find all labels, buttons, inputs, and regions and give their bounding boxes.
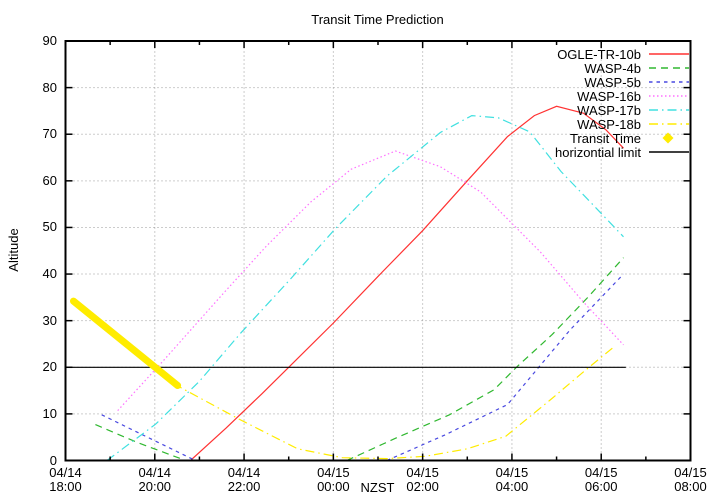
legend-item-limit: horizontial limit	[555, 144, 690, 160]
legend-line-swatch-wasp16b	[648, 89, 690, 103]
series-line-wasp5b	[386, 273, 624, 461]
x-tick-time: 20:00	[138, 479, 172, 494]
x-tick-label: 04/15 08:00	[656, 466, 720, 494]
series-line-wasp4b	[346, 257, 624, 461]
y-tick-label: 10	[42, 405, 57, 421]
x-tick-date: 04/15	[406, 465, 439, 480]
series-line-wasp16b	[117, 150, 624, 412]
series-group	[70, 105, 626, 461]
legend-line-swatch-limit	[648, 145, 690, 159]
series-line-wasp4b	[95, 424, 186, 461]
x-tick-time: 22:00	[227, 479, 261, 494]
x-tick-date: 04/14	[227, 465, 261, 480]
x-tick-date: 04/15	[584, 465, 618, 480]
legend-item-ogle: OGLE-TR-10b	[555, 46, 690, 62]
legend-label-wasp5b: WASP-5b	[584, 74, 641, 90]
x-tick-label: 04/15 02:00	[388, 466, 458, 494]
legend-item-wasp5b: WASP-5b	[555, 74, 690, 90]
y-tick-label: 40	[42, 266, 57, 282]
y-tick-label: 50	[42, 219, 57, 235]
x-tick-date: 04/14	[49, 465, 82, 480]
y-tick-label: 70	[42, 126, 57, 142]
x-tick-time: 18:00	[49, 479, 82, 494]
y-tick-label: 60	[42, 172, 57, 188]
x-tick-time: 02:00	[406, 479, 439, 494]
legend-line-swatch-wasp4b	[648, 61, 690, 75]
series-line-wasp5b	[101, 414, 196, 461]
y-tick-label: 20	[42, 359, 57, 375]
chart-title: Transit Time Prediction	[311, 12, 444, 27]
legend-label-wasp4b: WASP-4b	[584, 60, 641, 76]
x-tick-date: 04/15	[674, 465, 707, 480]
x-tick-label: 04/15 00:00	[298, 466, 368, 494]
y-tick-label: 90	[42, 33, 57, 48]
legend-item-wasp16b: WASP-16b	[555, 88, 690, 104]
series-line-ogle	[190, 105, 624, 461]
legend-item-wasp17b: WASP-17b	[555, 102, 690, 118]
legend-item-wasp4b: WASP-4b	[555, 60, 690, 76]
legend-label-wasp16b: WASP-16b	[577, 88, 641, 104]
legend-label-limit: horizontial limit	[555, 144, 641, 160]
x-tick-time: 08:00	[674, 479, 707, 494]
x-tick-label: 04/14 22:00	[209, 466, 279, 494]
legend-label-wasp17b: WASP-17b	[577, 102, 641, 118]
x-tick-label: 04/15 04:00	[477, 466, 547, 494]
x-tick-label: 04/14 20:00	[120, 466, 190, 494]
y-tick-label: 30	[42, 312, 57, 328]
x-tick-time: 04:00	[495, 479, 529, 494]
y-tick-label: 0	[49, 452, 57, 468]
legend-item-wasp18b: WASP-18b	[555, 116, 690, 132]
legend-item-transit: Transit Time	[555, 130, 690, 146]
series-line-wasp17b	[106, 114, 624, 461]
legend-line-swatch-wasp17b	[648, 103, 690, 117]
y-tick-label: 80	[42, 79, 57, 95]
x-axis-label: NZST	[360, 480, 395, 495]
transit-marker-icon	[648, 131, 690, 145]
x-tick-date: 04/15	[495, 465, 529, 480]
series-line-transit	[70, 297, 182, 389]
x-tick-time: 00:00	[317, 479, 350, 494]
x-tick-label: 04/15 06:00	[566, 466, 636, 494]
x-tick-date: 04/14	[138, 465, 172, 480]
legend: OGLE-TR-10b WASP-4b WASP-5b WASP-16b WASP-17…	[555, 46, 690, 160]
legend-line-swatch-wasp5b	[648, 75, 690, 89]
legend-line-swatch-wasp18b	[648, 117, 690, 131]
legend-label-wasp18b: WASP-18b	[577, 116, 641, 132]
legend-label-ogle: OGLE-TR-10b	[557, 46, 641, 62]
legend-label-transit: Transit Time	[569, 130, 641, 146]
x-tick-label: 04/14 18:00	[31, 466, 101, 494]
x-tick-date: 04/15	[317, 465, 350, 480]
legend-line-swatch-ogle	[648, 47, 690, 61]
x-tick-time: 06:00	[584, 479, 618, 494]
